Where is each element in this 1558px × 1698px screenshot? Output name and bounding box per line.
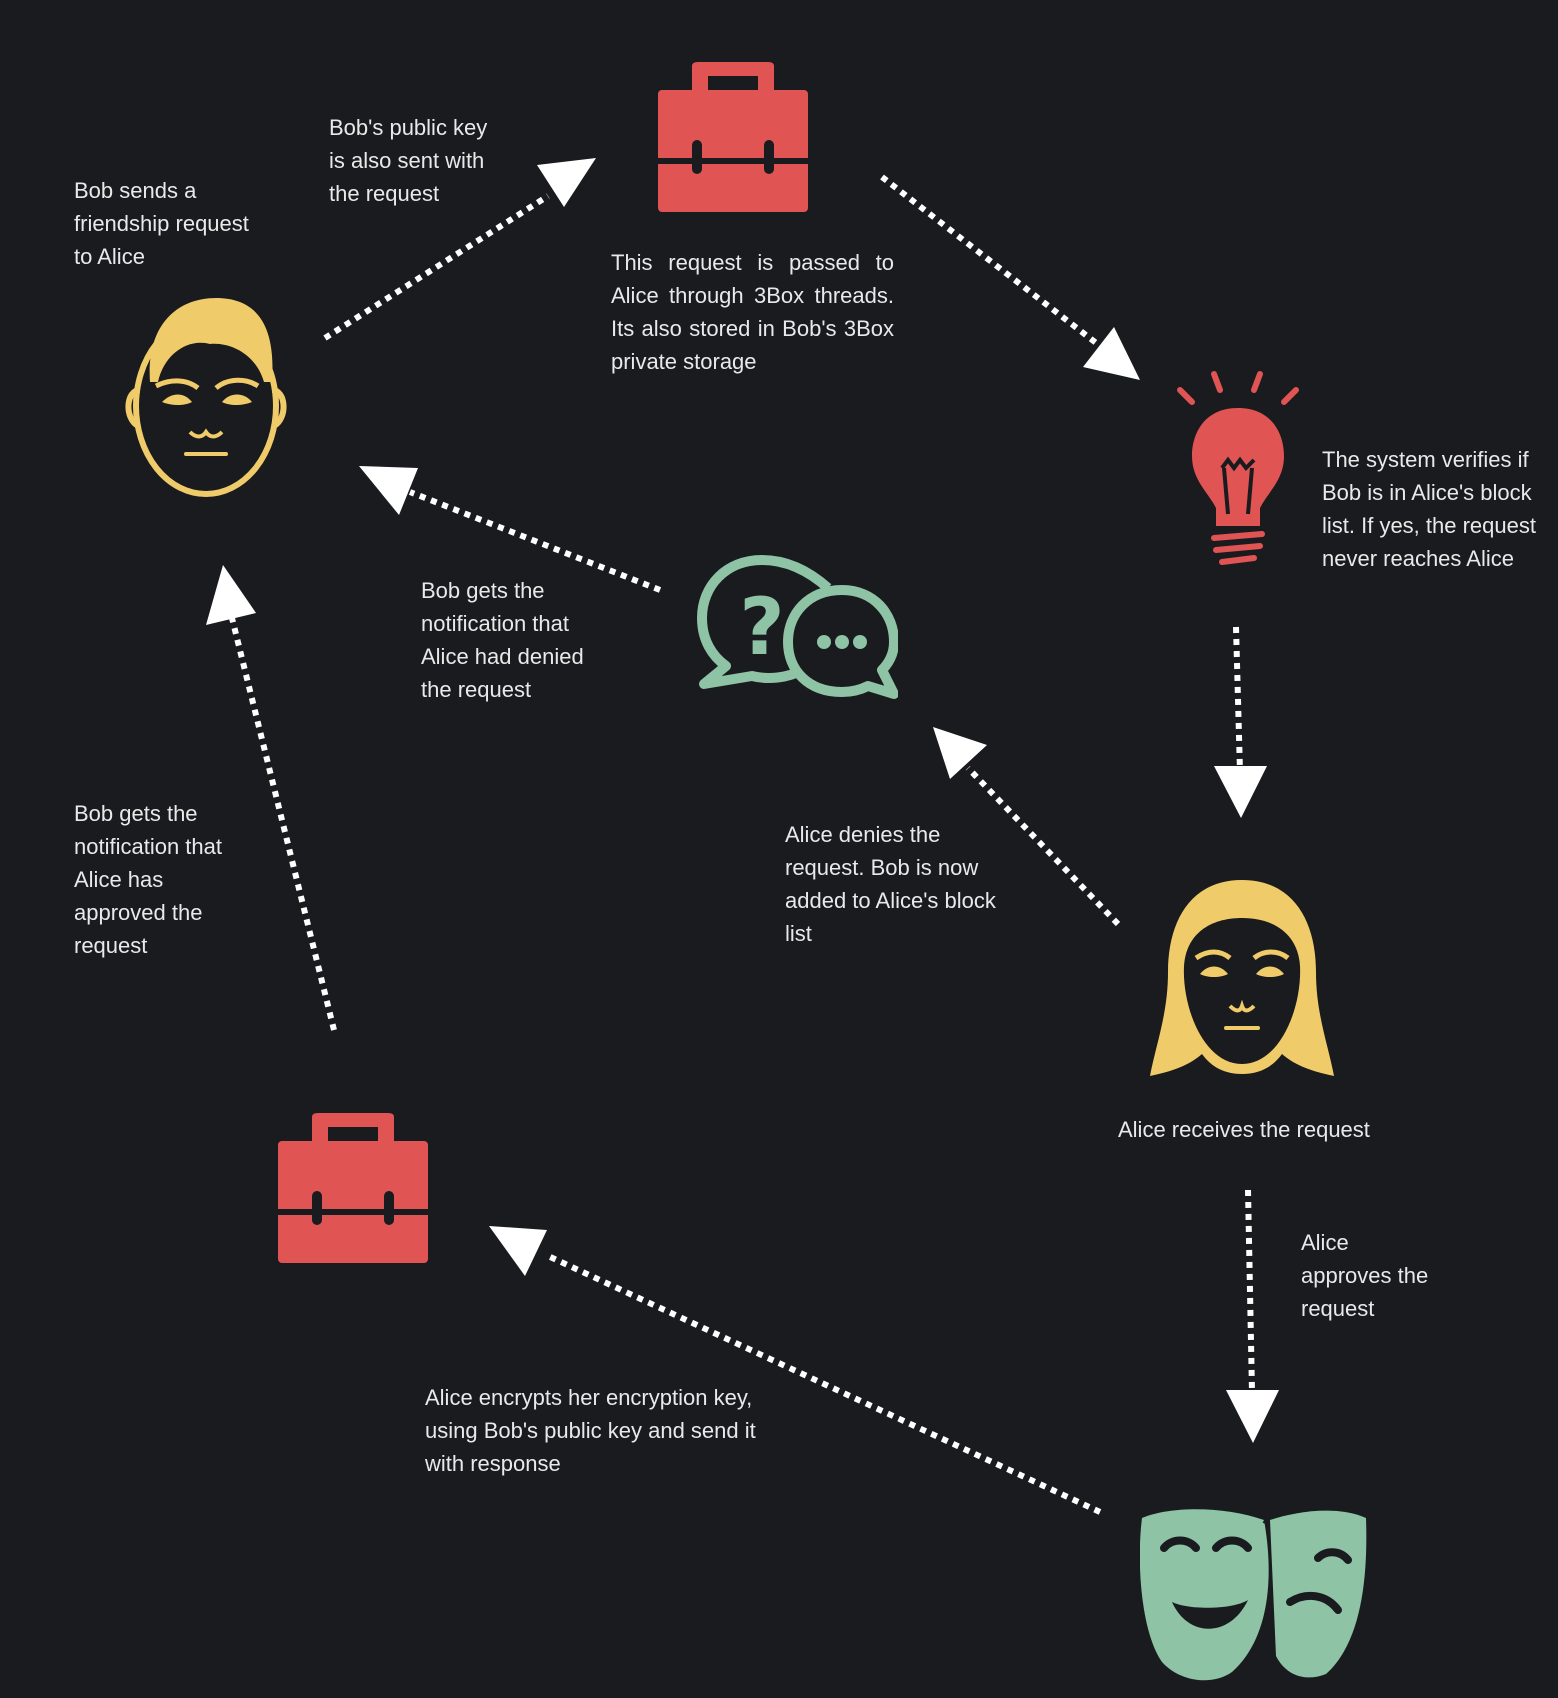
arrow-bob-to-briefcase [323,193,550,341]
briefcase-icon [278,1113,428,1263]
arrowhead [1214,766,1267,818]
arrowhead [933,727,987,779]
label-public-key: Bob's public key is also sent with the r… [329,115,488,206]
arrowhead [359,466,418,515]
arrowhead [1083,327,1140,380]
arrowhead [1226,1390,1279,1443]
label-alice-approves: Alice approves the request [1301,1230,1429,1321]
arrow-alice-to-masks [1245,1189,1255,1393]
theater-masks-icon [1140,1509,1367,1681]
chat-bubbles-icon: ? [697,555,898,699]
label-alice-receives: Alice receives the request [1118,1117,1370,1142]
arrow-bulb-to-alice [1233,626,1243,773]
arrow-masks-to-briefcase [544,1252,1102,1515]
label-bob-sends: Bob sends a friendship request to Alice [74,178,249,269]
label-denied-notification: Bob gets the notification that Alice had… [421,578,584,702]
arrowhead [537,158,596,207]
arrowhead [489,1226,547,1276]
arrow-briefcase-to-bulb [880,174,1102,349]
lightbulb-icon [1177,371,1299,565]
svg-text:?: ? [739,583,784,673]
arrowhead [206,565,256,625]
woman-face-icon [1150,880,1334,1076]
arrow-chat-to-bob [408,489,662,593]
man-face-icon [125,298,287,497]
arrow-alice-to-chat [965,765,1121,927]
label-system-verifies: The system verifies if Bob is in Alice's… [1322,447,1536,571]
label-alice-encrypts: Alice encrypts her encryption key, using… [425,1385,756,1476]
label-alice-denies: Alice denies the request. Bob is now add… [785,822,996,946]
label-approved-notification: Bob gets the notification that Alice has… [74,801,222,958]
briefcase-icon [658,62,808,212]
arrow-briefcase-to-bob [227,609,337,1031]
label-request-passed: This request is passed to Alice through … [611,250,894,374]
